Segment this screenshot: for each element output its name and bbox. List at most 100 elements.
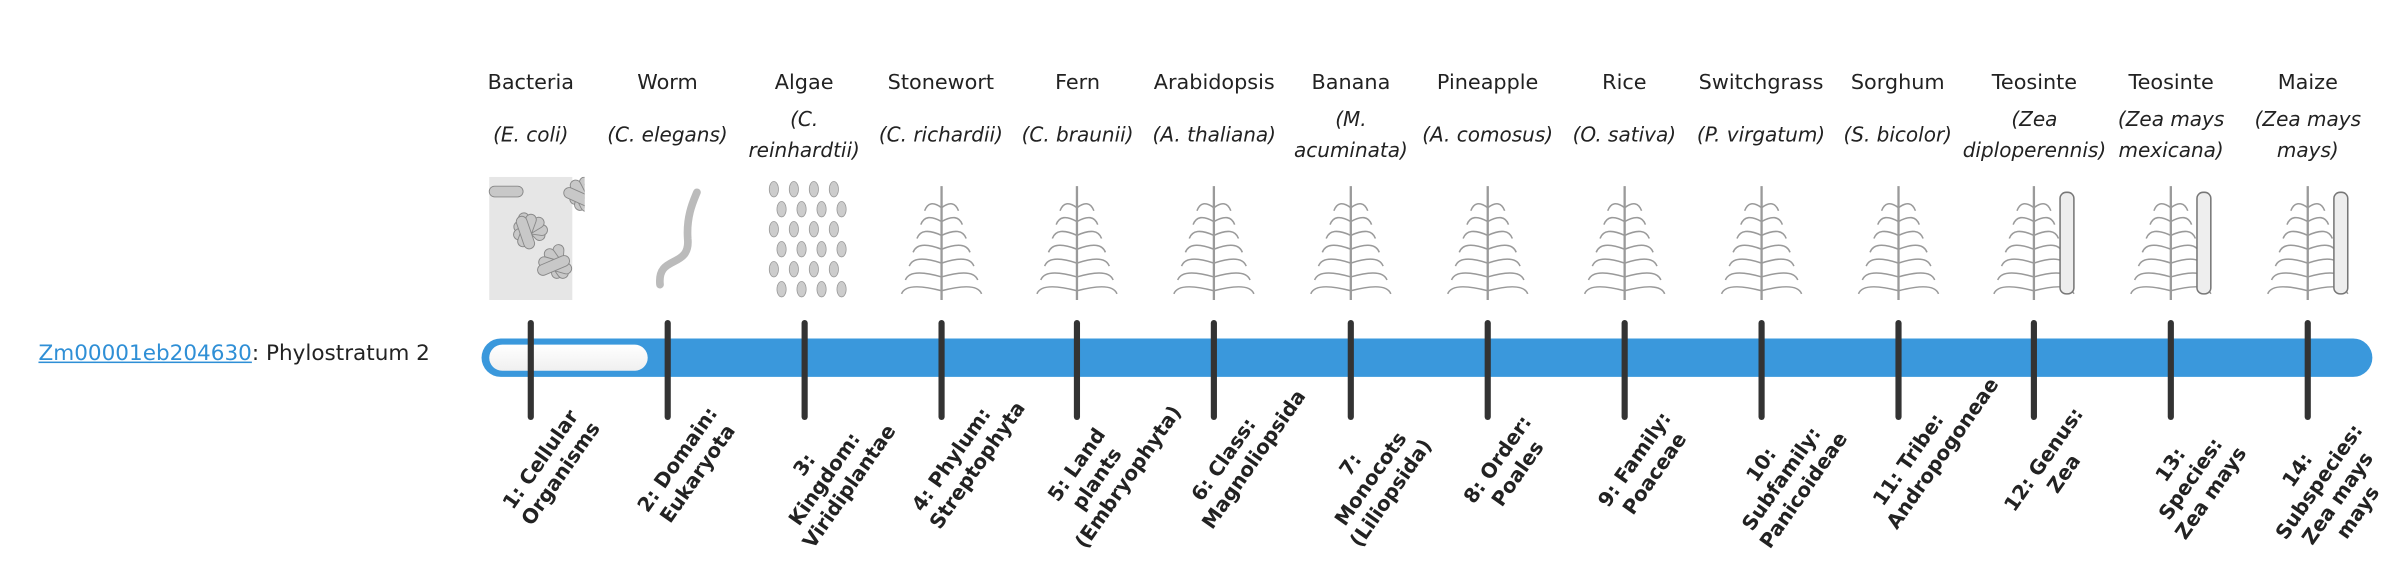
organism-common-name: Stonewort [887, 70, 995, 96]
level-label: 5: Land plants (Embryophyta) [1044, 402, 1188, 554]
level-tick [801, 320, 808, 421]
organism-scientific-name: (C. braunii) [1008, 105, 1146, 170]
organism-column: Stonewort (C. richardii) [872, 68, 1010, 170]
organism-common-name: Teosinte [2128, 70, 2214, 96]
scientific-name-text: (S. bicolor) [1843, 124, 1952, 148]
level-label: 11: Tribe: Andropogoneae [1868, 374, 2004, 534]
level-tick [1211, 320, 1218, 421]
arabidopsis-illustration [1160, 177, 1268, 301]
level-label: 13: Species: Zea mays [2152, 434, 2253, 545]
level-label: 8: Order: Poales [1459, 412, 1550, 512]
organism-column: Maize (Zea mays mays) [2239, 68, 2377, 170]
algae-illustration [750, 177, 858, 300]
level-tick [1621, 320, 1628, 421]
phylostratum-bar-fill [489, 344, 648, 371]
switchgrass-illustration [1707, 177, 1815, 301]
level-label: 3: Kingdom: Viridiplantae [784, 420, 902, 554]
scientific-name-text: (A. thaliana) [1152, 124, 1276, 148]
fern-illustration [1024, 177, 1132, 301]
scientific-name-text: (C. reinhardtii) [748, 109, 860, 164]
organism-common-name: Sorghum [1850, 70, 1945, 96]
scientific-name-text: (C. richardii) [878, 124, 1003, 148]
scientific-name-text: (Zea mays mexicana) [2117, 109, 2225, 164]
level-tick [664, 320, 671, 421]
organism-scientific-name: (Zea mays mexicana) [2102, 105, 2240, 170]
organism-common-name: Fern [1055, 70, 1101, 96]
organism-column: Bacteria (E. coli) [462, 68, 600, 170]
scientific-name-text: (P. virgatum) [1696, 124, 1826, 148]
organism-column: Switchgrass (P. virgatum) [1692, 68, 1830, 170]
gene-row-label: Zm00001eb204630: Phylostratum 2 [38, 342, 429, 367]
sorghum-illustration [1844, 177, 1952, 301]
organism-column: Worm (C. elegans) [598, 68, 736, 170]
organism-common-name: Banana [1311, 70, 1391, 96]
level-label: 6: Class: Magnoliopsida [1188, 386, 1312, 534]
stonewort-illustration [887, 177, 995, 301]
level-label: 14: Subspecies: Zea mays mays [2272, 420, 2386, 550]
level-label: 7: Monocots (Liliopsida) [1331, 428, 1438, 553]
level-tick [1347, 320, 1355, 421]
level-tick [1757, 320, 1765, 421]
organism-scientific-name: (C. richardii) [872, 105, 1010, 170]
level-label: 1: Cellular Organisms [499, 406, 606, 531]
banana-illustration [1297, 177, 1405, 301]
organism-common-name: Bacteria [487, 70, 574, 96]
level-label: 4: Phylum: Streptophyta [907, 398, 1031, 534]
teosinte-mexicana-illustration [2117, 177, 2225, 301]
scientific-name-text: (O. sativa) [1572, 124, 1677, 148]
organism-column: Teosinte (Zea diploperennis) [1962, 68, 2107, 170]
maize-illustration [2254, 177, 2362, 301]
organism-scientific-name: (A. comosus) [1418, 105, 1556, 170]
bacteria-illustration [477, 176, 599, 301]
organism-scientific-name: (A. thaliana) [1145, 105, 1283, 170]
organism-column: Arabidopsis (A. thaliana) [1145, 68, 1283, 170]
level-label: 12: Genus: Zea [2001, 403, 2090, 517]
pineapple-illustration [1434, 177, 1542, 301]
level-label: 10: Subfamily: Panicoideae [1737, 423, 1853, 554]
organism-column: Pineapple (A. comosus) [1418, 68, 1556, 170]
organism-common-name: Arabidopsis [1153, 70, 1275, 96]
worm-illustration [614, 177, 722, 300]
scientific-name-text: (Zea mays mays) [2254, 109, 2362, 164]
organism-column: Fern (C. braunii) [1008, 68, 1146, 170]
organism-common-name: Switchgrass [1698, 70, 1824, 96]
phylostratum-text: : Phylostratum 2 [251, 341, 430, 367]
organism-scientific-name: (C. elegans) [598, 105, 736, 170]
organism-common-name: Worm [637, 70, 698, 96]
level-label: 9: Family: Poaceae [1594, 408, 1692, 520]
organism-common-name: Pineapple [1436, 70, 1539, 96]
organism-scientific-name: (C. reinhardtii) [735, 105, 873, 170]
level-label: 2: Domain: Eukaryota [633, 403, 741, 528]
organism-scientific-name: (M. acuminata) [1282, 105, 1420, 170]
teosinte-illustration [1981, 177, 2089, 301]
gene-id-link[interactable]: Zm00001eb204630 [38, 341, 252, 367]
level-tick [2031, 320, 2038, 421]
level-tick [937, 320, 944, 421]
level-tick [1894, 320, 1901, 421]
organism-column: Sorghum (S. bicolor) [1829, 68, 1967, 170]
scientific-name-text: (M. acuminata) [1294, 109, 1408, 164]
organism-common-name: Teosinte [1991, 70, 2078, 96]
organism-column: Teosinte (Zea mays mexicana) [2102, 68, 2240, 170]
level-tick [2304, 320, 2311, 421]
rice-illustration [1570, 177, 1678, 301]
scientific-name-text: (C. elegans) [607, 124, 728, 148]
level-tick [527, 320, 534, 421]
organism-column: Banana (M. acuminata) [1282, 68, 1420, 170]
organism-scientific-name: (E. coli) [462, 105, 600, 170]
organism-column: Rice (O. sativa) [1555, 68, 1693, 170]
organism-common-name: Rice [1602, 70, 1647, 96]
organism-scientific-name: (Zea mays mays) [2239, 105, 2377, 170]
level-tick [1074, 320, 1081, 421]
organism-common-name: Algae [774, 70, 834, 96]
organism-common-name: Maize [2277, 70, 2338, 96]
scientific-name-text: (A. comosus) [1422, 124, 1554, 148]
scientific-name-text: (C. braunii) [1021, 124, 1134, 148]
organism-scientific-name: (Zea diploperennis) [1962, 105, 2107, 170]
level-tick [2168, 320, 2175, 421]
phylostratum-bar [481, 338, 2373, 377]
scientific-name-text: (Zea diploperennis) [1962, 109, 2107, 164]
organism-scientific-name: (S. bicolor) [1829, 105, 1967, 170]
organism-column: Algae (C. reinhardtii) [735, 68, 873, 170]
